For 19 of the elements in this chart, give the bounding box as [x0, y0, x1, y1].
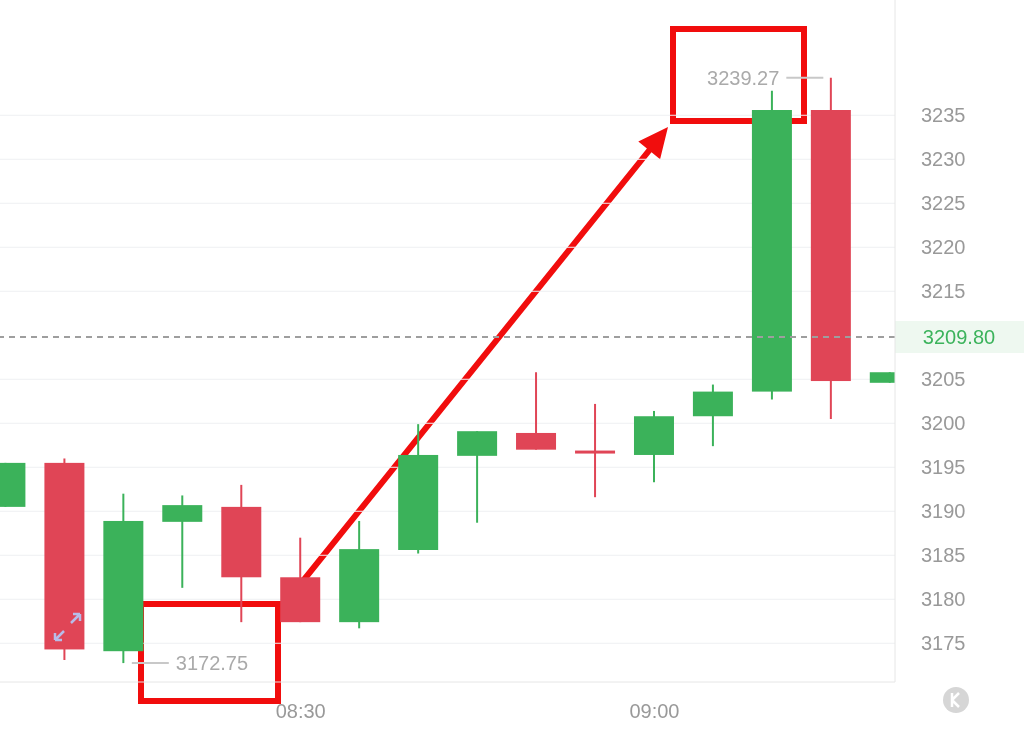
y-tick-label: 3175	[921, 632, 966, 655]
candlestick	[162, 494, 203, 589]
x-tick-label: 09:00	[629, 700, 680, 723]
x-tick-label: 08:30	[275, 700, 326, 723]
y-tick-label: 3235	[921, 104, 966, 127]
y-tick-label: 3230	[921, 148, 966, 171]
y-tick-label: 3185	[921, 544, 966, 567]
candlestick	[575, 402, 616, 499]
y-tick-label: 3205	[921, 368, 966, 391]
ref-line-label: 3209.80	[922, 326, 996, 349]
y-tick-label: 3200	[921, 412, 966, 435]
y-tick-label: 3225	[921, 192, 966, 215]
y-tick-label: 3180	[921, 588, 966, 611]
annotation: 3239.27	[707, 66, 780, 89]
y-tick-label: 3215	[921, 280, 966, 303]
y-tick-label: 3195	[921, 456, 966, 479]
annotation: 3172.75	[175, 652, 249, 675]
y-tick-label: 3190	[921, 500, 966, 523]
y-tick-label: 3220	[921, 236, 966, 259]
